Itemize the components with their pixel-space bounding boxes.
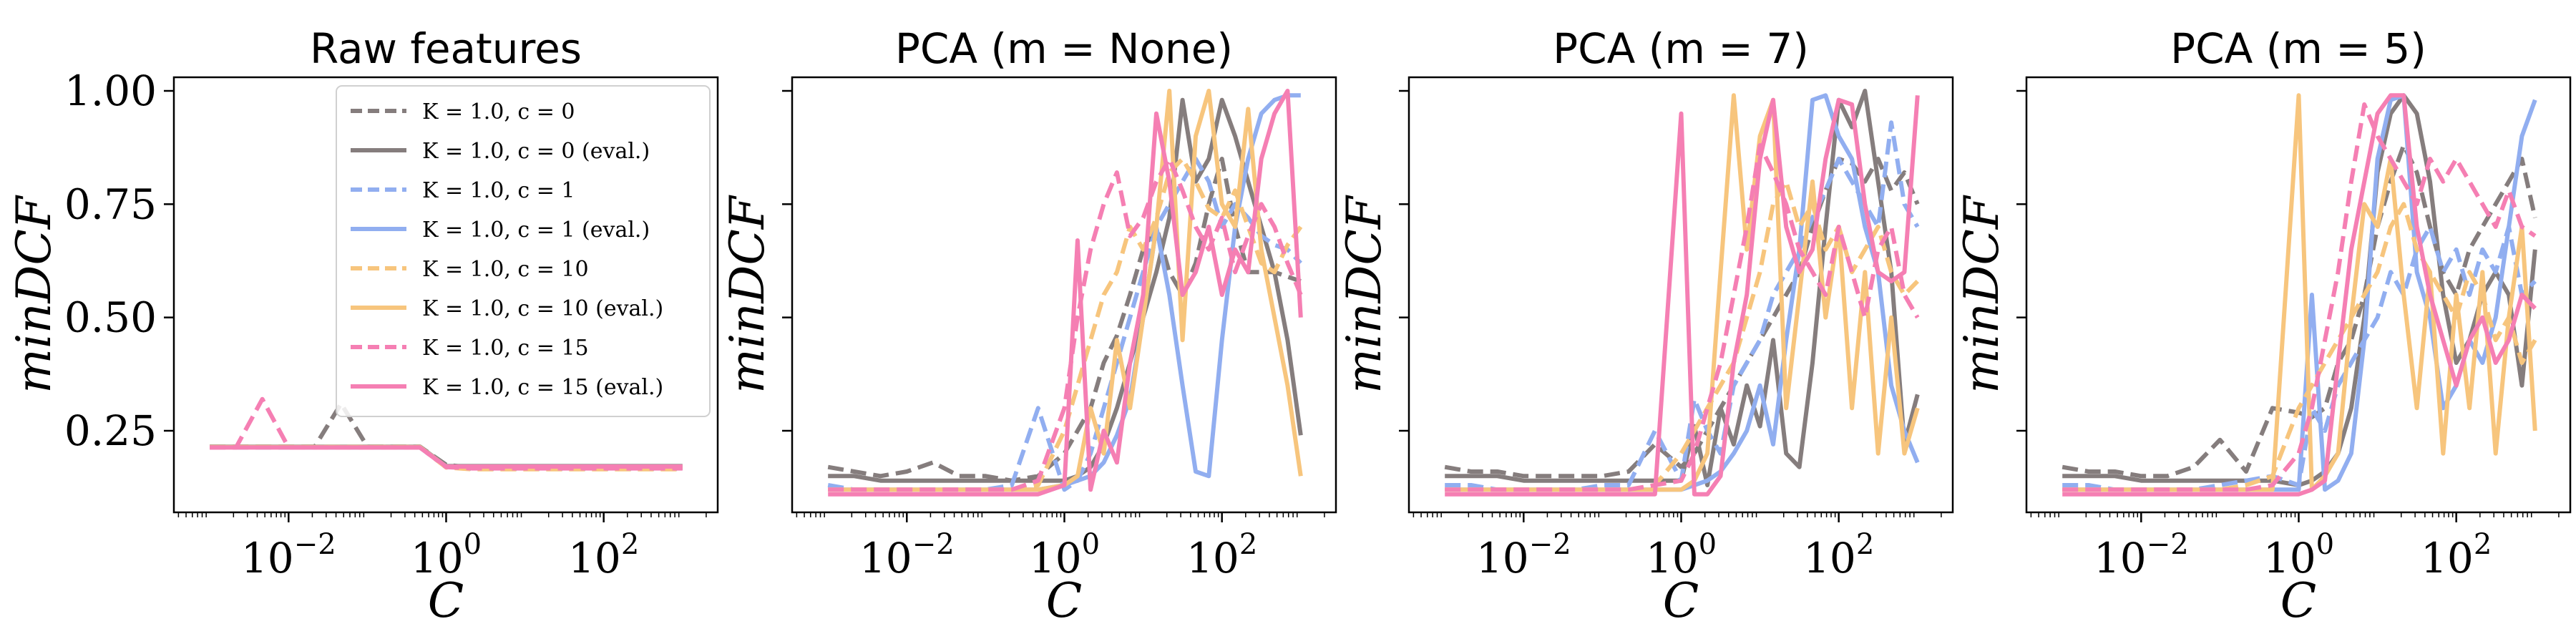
series-line [2062,93,2537,497]
legend: K = 1.0, c = 0 K = 1.0, c = 0 (eval.) K = … [336,85,711,417]
x-tick-label: 100 [1646,528,1717,582]
series-line [828,93,1301,492]
x-tick-label: 102 [1186,528,1257,582]
legend-entry: K = 1.0, c = 10 (eval.) [422,296,663,321]
legend-entry: K = 1.0, c = 15 [422,336,589,361]
series-line [1445,143,1920,492]
x-tick-label: 102 [568,528,639,582]
y-tick-label: 0.50 [64,293,157,342]
x-tick-label: 100 [1029,528,1100,582]
x-tick-label: 10−2 [241,528,336,582]
series-line [1445,95,1920,497]
legend-box [336,85,711,417]
x-axis-label: C [2280,573,2317,628]
x-tick-label: 102 [1803,528,1874,582]
x-axis-label: C [1663,573,1699,628]
panel-title: Raw features [310,24,582,73]
x-tick-label: 10−2 [859,528,955,582]
x-tick-label: 10−2 [1476,528,1571,582]
series-line [827,157,1302,483]
x-tick-label: 100 [2263,528,2334,582]
series-group [827,89,1303,497]
y-axis-label: minDCF [6,195,62,394]
panel-title: PCA (m = None) [895,24,1233,73]
series-line [2062,143,2537,479]
x-tick-label: 102 [2421,528,2492,582]
y-tick-label: 0.75 [64,180,157,228]
legend-entry: K = 1.0, c = 10 [422,257,589,282]
series-line [2062,93,2537,487]
x-axis-label: C [428,573,464,628]
panel-1: Raw features 10−2 100 102 0.25 0.50 0.75 1.00 Cm… [6,24,719,628]
x-tick-label: 100 [411,528,482,582]
legend-entry: K = 1.0, c = 15 (eval.) [422,375,663,400]
series-line [210,445,683,469]
legend-entry: K = 1.0, c = 0 (eval.) [422,139,650,164]
series-line [828,157,1303,492]
legend-entry: K = 1.0, c = 1 [422,178,575,203]
series-group [2062,93,2537,497]
series-group [1444,89,1920,497]
y-axis-label: minDCF [1954,195,2009,394]
series-line [2062,102,2537,492]
x-axis-label: C [1046,573,1083,628]
series-line [828,89,1303,497]
series-group [210,396,683,472]
legend-entry: K = 1.0, c = 1 (eval.) [422,218,650,243]
y-tick-label: 0.25 [64,406,157,455]
series-line [1445,89,1920,487]
panel-title: PCA (m = 7) [1553,24,1809,73]
y-axis-label: minDCF [720,195,775,394]
panel-title: PCA (m = 5) [2170,24,2426,73]
x-tick-label: 10−2 [2094,528,2189,582]
y-tick-label: 1.00 [64,67,157,115]
legend-entry: K = 1.0, c = 0 [422,99,575,125]
y-axis-label: minDCF [1337,195,1392,394]
